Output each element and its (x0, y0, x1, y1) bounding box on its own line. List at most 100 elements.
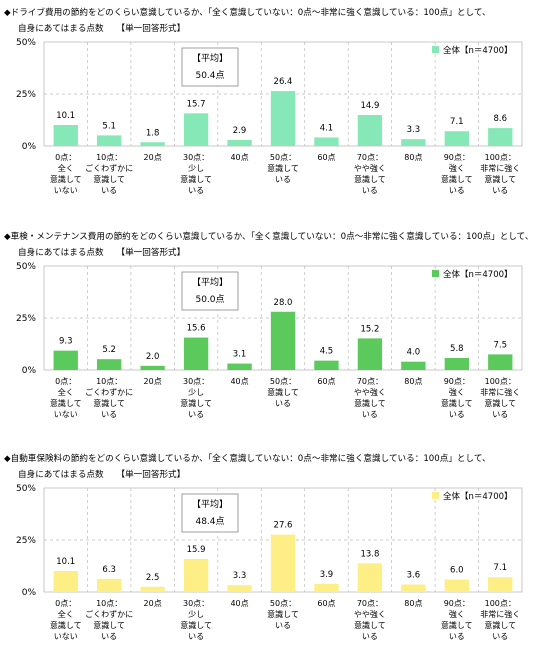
bar-chart-maintenance: 0%25%50%9.30点：全く意識していない5.210点：ごくわずかに意識して… (16, 262, 523, 419)
data-label: 15.9 (187, 545, 206, 555)
bar (140, 365, 165, 370)
y-tick-label: 0% (22, 142, 37, 152)
x-tick-label: 意識して (354, 398, 386, 408)
x-tick-label: 強く (449, 609, 465, 619)
data-label: 1.8 (146, 128, 160, 138)
bar (140, 586, 165, 592)
legend-label: 全体【n＝4700】 (443, 491, 513, 502)
data-label: 14.9 (360, 101, 379, 111)
x-tick-label: 意識して (484, 620, 516, 630)
bar (401, 139, 426, 146)
x-tick-label: 10点： (96, 599, 122, 608)
bar (183, 113, 209, 146)
data-label: 6.3 (102, 565, 116, 575)
x-tick-label: いる (275, 621, 291, 630)
x-tick-label: 0点： (55, 153, 76, 162)
data-label: 4.5 (320, 347, 334, 357)
legend-label: 全体【n＝4700】 (443, 45, 513, 56)
bar (97, 135, 122, 146)
x-tick-label: 意識して (484, 174, 516, 184)
x-tick-label: 全く (58, 609, 74, 619)
chart-title: ◆ドライブ費用の節約をどのくらい意識しているか、「全く意識していない：0点～非常… (4, 8, 491, 18)
bar (270, 91, 296, 146)
x-tick-label: いる (188, 632, 204, 641)
data-label: 10.1 (56, 557, 75, 567)
x-tick-label: 意識して (441, 620, 473, 630)
x-tick-label: 60点 (317, 377, 335, 386)
x-tick-label: 40点 (230, 377, 248, 386)
x-tick-label: 意識して (441, 398, 473, 408)
y-tick-label: 0% (22, 366, 37, 376)
chart-section-maintenance: ◆車検・メンテナンス費用の節約をどのくらい意識しているか、「全く意識していない：… (0, 224, 536, 444)
data-label: 7.1 (494, 563, 508, 573)
x-tick-label: 意識して (180, 174, 212, 184)
x-tick-label: 80点 (404, 377, 422, 386)
x-tick-label: 40点 (230, 153, 248, 162)
x-tick-label: 非常に強く (480, 163, 520, 173)
x-tick-label: 意識して (50, 174, 82, 184)
y-tick-label: 25% (16, 314, 36, 324)
data-label: 10.1 (56, 111, 75, 121)
x-tick-label: 全く (58, 163, 74, 173)
x-tick-label: 20点 (144, 153, 162, 162)
x-tick-label: 0点： (55, 599, 76, 608)
x-tick-label: やや強く (354, 387, 386, 397)
x-tick-label: 意識して (354, 174, 386, 184)
x-tick-label: 少し (188, 610, 204, 619)
bar (53, 350, 78, 370)
data-label: 9.3 (59, 337, 73, 347)
chart-title: ◆車検・メンテナンス費用の節約をどのくらい意識しているか、「全く意識していない：… (4, 232, 534, 242)
x-tick-label: 30点： (183, 599, 209, 608)
bar (270, 311, 296, 370)
x-tick-label: 20点 (144, 599, 162, 608)
x-tick-label: いない (54, 632, 78, 641)
bar (314, 360, 339, 370)
y-tick-label: 0% (22, 588, 37, 598)
x-tick-label: いる (275, 399, 291, 408)
x-tick-label: 100点： (485, 599, 516, 608)
bar (444, 357, 469, 370)
average-value: 50.0点 (195, 294, 224, 305)
bar (401, 361, 426, 370)
x-tick-label: 90点： (444, 153, 470, 162)
x-tick-label: ごくわずかに (85, 163, 133, 173)
x-tick-label: 意識して (484, 398, 516, 408)
x-tick-label: 意識して (441, 174, 473, 184)
x-tick-label: 強く (449, 387, 465, 397)
y-tick-label: 50% (16, 262, 36, 272)
x-tick-label: いる (101, 410, 117, 419)
x-tick-label: ごくわずかに (85, 387, 133, 397)
x-tick-label: 意識して (180, 398, 212, 408)
x-tick-label: 50点： (270, 153, 296, 162)
x-tick-label: 90点： (444, 599, 470, 608)
data-label: 5.8 (450, 344, 464, 354)
chart-section-insurance: ◆自動車保険料の節約をどのくらい意識しているか、「全く意識していない：0点～非常… (0, 448, 536, 658)
x-tick-label: 意識して (267, 163, 299, 173)
bar (227, 363, 252, 370)
x-tick-label: 10点： (96, 377, 122, 386)
x-tick-label: 30点： (183, 377, 209, 386)
chart-section-drive: ◆ドライブ費用の節約をどのくらい意識しているか、「全く意識していない：0点～非常… (0, 0, 536, 220)
data-label: 7.5 (494, 340, 508, 350)
data-label: 15.7 (187, 99, 206, 109)
x-tick-label: 10点： (96, 153, 122, 162)
x-tick-label: いる (449, 410, 465, 419)
x-tick-label: 非常に強く (480, 609, 520, 619)
x-tick-label: 意識して (50, 620, 82, 630)
average-box (181, 47, 239, 87)
x-tick-label: いる (492, 632, 508, 641)
data-label: 3.6 (407, 571, 421, 581)
data-label: 7.1 (450, 117, 464, 127)
x-tick-label: 80点 (404, 599, 422, 608)
legend-swatch (432, 46, 439, 53)
y-tick-label: 50% (16, 484, 36, 494)
data-label: 4.1 (320, 123, 334, 133)
bar (401, 584, 426, 592)
y-tick-label: 25% (16, 536, 36, 546)
data-label: 6.0 (450, 566, 464, 576)
average-value: 50.4点 (195, 70, 224, 81)
chart-subtitle: 自身にあてはまる点数 【単一回答形式】 (18, 248, 186, 258)
x-tick-label: いない (54, 410, 78, 419)
bar (97, 359, 122, 370)
x-tick-label: いる (101, 632, 117, 641)
